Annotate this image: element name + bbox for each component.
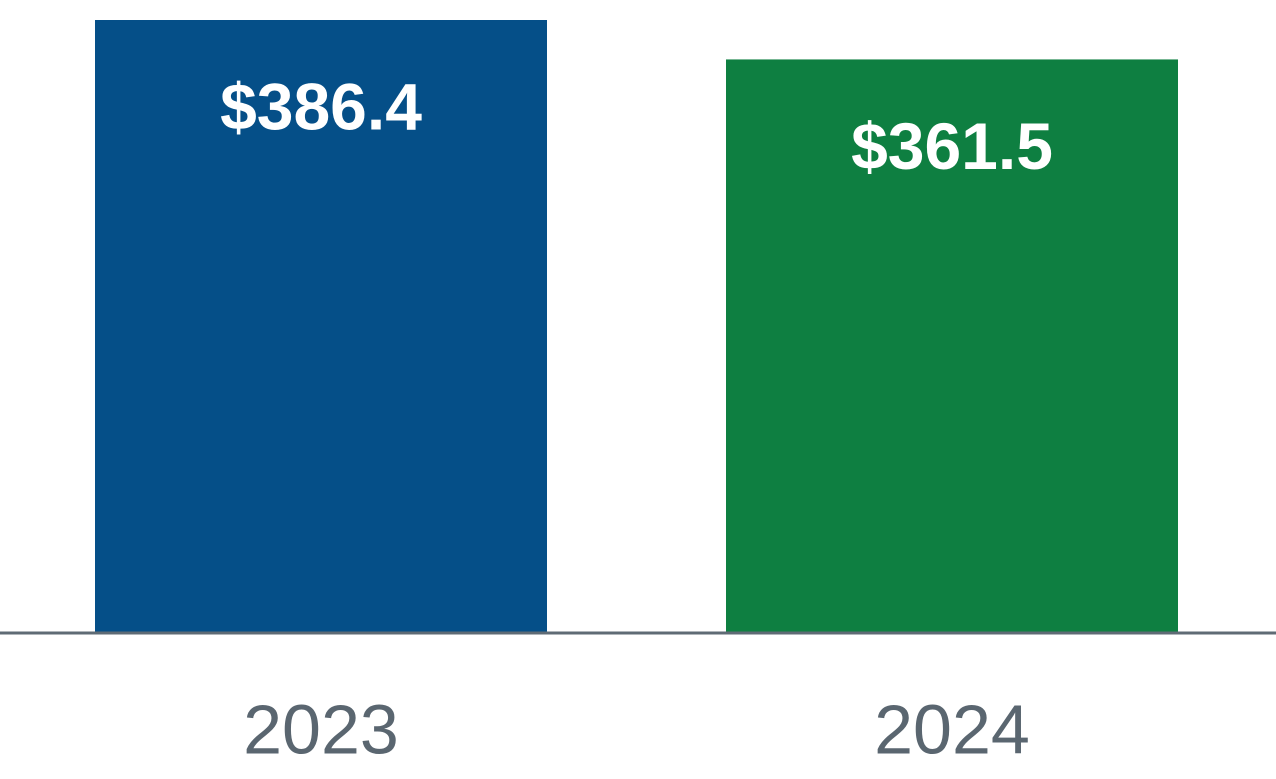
bar <box>726 59 1178 633</box>
x-tick-label: 2024 <box>874 690 1030 768</box>
x-tick-label: 2023 <box>243 690 399 768</box>
bar <box>95 20 547 632</box>
value-label: $386.4 <box>220 69 422 143</box>
value-label: $361.5 <box>851 109 1053 183</box>
